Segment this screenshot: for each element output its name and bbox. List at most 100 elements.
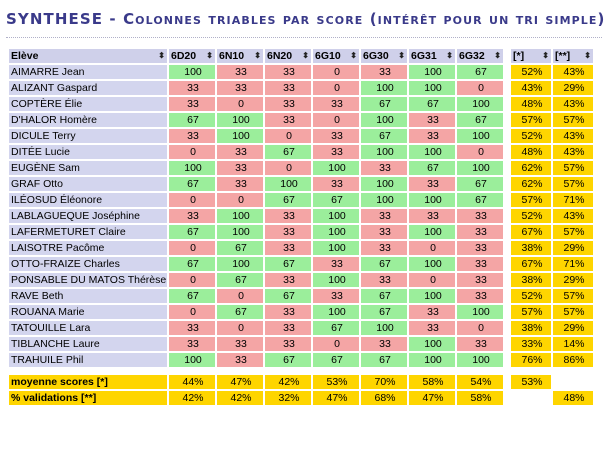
column-header-name[interactable]: Elève ⬍ (9, 49, 167, 63)
sort-arrows-icon[interactable]: ⬍ (158, 51, 165, 60)
column-header-test[interactable]: 6D20 ⬍ (169, 49, 215, 63)
score-cell: 100 (457, 129, 503, 143)
score-cell: 33 (265, 241, 311, 255)
column-header-valid[interactable]: [**] ⬍ (553, 49, 593, 63)
score-cell: 0 (457, 81, 503, 95)
footer-value: 42% (217, 391, 263, 405)
score-cell: 100 (409, 337, 455, 351)
validation-cell: 57% (553, 225, 593, 239)
average-cell: 52% (511, 129, 551, 143)
sort-arrows-icon[interactable]: ⬍ (350, 51, 357, 60)
average-cell: 57% (511, 113, 551, 127)
score-cell: 67 (265, 257, 311, 271)
score-cell: 100 (457, 353, 503, 367)
score-cell: 0 (217, 289, 263, 303)
score-cell: 33 (265, 305, 311, 319)
table-row: LABLAGUEQUE Joséphine 33 100 33 100 33 33 33 52%… (9, 209, 593, 223)
score-cell: 33 (265, 113, 311, 127)
average-cell: 62% (511, 177, 551, 191)
sort-arrows-icon[interactable]: ⬍ (542, 51, 549, 60)
score-cell: 100 (457, 161, 503, 175)
table-row: TRAHUILE Phil 100 33 67 67 67 100 100 76% 86% (9, 353, 593, 367)
score-cell: 67 (265, 289, 311, 303)
title-divider (6, 37, 602, 38)
score-cell: 33 (457, 209, 503, 223)
sort-arrows-icon[interactable]: ⬍ (494, 51, 501, 60)
score-cell: 33 (217, 177, 263, 191)
footer-value: 44% (169, 375, 215, 389)
score-cell: 100 (361, 113, 407, 127)
score-cell: 33 (313, 257, 359, 271)
table-row: LAISOTRE Pacôme 0 67 33 100 33 0 33 38% 29% (9, 241, 593, 255)
footer-label: moyenne scores [*] (9, 375, 167, 389)
column-header-test[interactable]: 6N20 ⬍ (265, 49, 311, 63)
validation-cell: 43% (553, 209, 593, 223)
score-cell: 33 (361, 161, 407, 175)
average-cell: 57% (511, 193, 551, 207)
empty-cell (553, 375, 593, 389)
column-header-test[interactable]: 6G31 ⬍ (409, 49, 455, 63)
header-label: 6N20 (267, 50, 293, 62)
header-label: 6G10 (315, 50, 341, 62)
score-cell: 0 (169, 241, 215, 255)
empty-cell (511, 391, 551, 405)
column-separator (505, 257, 509, 271)
score-cell: 100 (361, 81, 407, 95)
column-separator (505, 145, 509, 159)
column-header-test[interactable]: 6G10 ⬍ (313, 49, 359, 63)
score-cell: 100 (313, 161, 359, 175)
score-cell: 67 (169, 113, 215, 127)
score-cell: 0 (217, 193, 263, 207)
average-cell: 43% (511, 81, 551, 95)
score-cell: 100 (457, 97, 503, 111)
column-header-test[interactable]: 6G32 ⬍ (457, 49, 503, 63)
column-separator (505, 391, 509, 405)
footer-value: 53% (313, 375, 359, 389)
score-cell: 33 (361, 241, 407, 255)
score-cell: 100 (313, 241, 359, 255)
score-cell: 33 (313, 129, 359, 143)
student-name: ROUANA Marie (9, 305, 167, 319)
sort-arrows-icon[interactable]: ⬍ (302, 51, 309, 60)
score-cell: 33 (313, 289, 359, 303)
score-cell: 33 (169, 321, 215, 335)
sort-arrows-icon[interactable]: ⬍ (254, 51, 261, 60)
score-cell: 0 (409, 241, 455, 255)
table-row: DITÉE Lucie 0 33 67 33 100 100 0 48% 43% (9, 145, 593, 159)
table-row: TIBLANCHE Laure 33 33 33 0 33 100 33 33% 14% (9, 337, 593, 351)
column-header-avg[interactable]: [*] ⬍ (511, 49, 551, 63)
validation-cell: 43% (553, 97, 593, 111)
column-header-test[interactable]: 6G30 ⬍ (361, 49, 407, 63)
sort-arrows-icon[interactable]: ⬍ (206, 51, 213, 60)
column-separator (505, 241, 509, 255)
sort-arrows-icon[interactable]: ⬍ (398, 51, 405, 60)
header-label: 6G31 (411, 50, 437, 62)
table-row: OTTO-FRAIZE Charles 67 100 67 33 67 100 33 67% 71… (9, 257, 593, 271)
footer-value: 32% (265, 391, 311, 405)
column-separator (505, 193, 509, 207)
score-cell: 0 (169, 273, 215, 287)
header-label: Elève (11, 50, 39, 62)
student-name: DICULE Terry (9, 129, 167, 143)
average-cell: 67% (511, 257, 551, 271)
score-cell: 100 (409, 289, 455, 303)
column-separator (505, 225, 509, 239)
overall-average: 53% (511, 375, 551, 389)
average-cell: 52% (511, 209, 551, 223)
sort-arrows-icon[interactable]: ⬍ (584, 51, 591, 60)
header-row: Elève ⬍ 6D20 ⬍ 6N10 ⬍ 6N20 ⬍ 6G10 ⬍ 6G30 ⬍ 6G31 ⬍ 6G32… (9, 49, 593, 63)
score-cell: 33 (169, 337, 215, 351)
validation-cell: 71% (553, 257, 593, 271)
header-label: [*] (513, 50, 525, 62)
student-name: LAISOTRE Pacôme (9, 241, 167, 255)
score-cell: 67 (361, 353, 407, 367)
score-cell: 100 (169, 161, 215, 175)
sort-arrows-icon[interactable]: ⬍ (446, 51, 453, 60)
column-header-test[interactable]: 6N10 ⬍ (217, 49, 263, 63)
score-cell: 0 (169, 305, 215, 319)
score-cell: 0 (169, 193, 215, 207)
score-cell: 33 (361, 209, 407, 223)
score-cell: 67 (265, 193, 311, 207)
score-cell: 0 (217, 321, 263, 335)
score-cell: 67 (457, 177, 503, 191)
